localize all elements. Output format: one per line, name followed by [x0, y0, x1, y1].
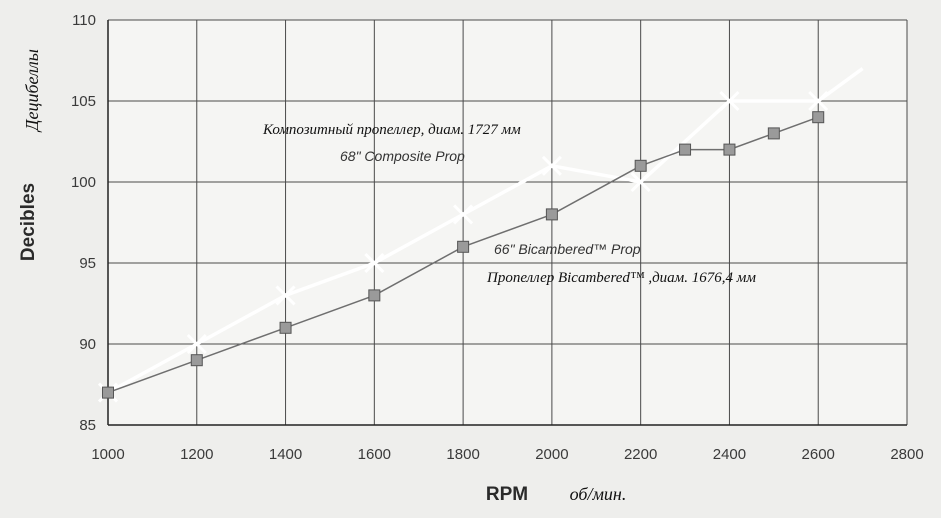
y-axis-title-ru: Децибеллы — [22, 49, 42, 133]
x-tick-labels: 1000 1200 1400 1600 1800 2000 2200 2400 2600 2800 — [91, 446, 923, 463]
series-label-bicambered-ru: Пропеллер Bicambered™ ,диам. 1676,4 мм — [486, 270, 756, 286]
y-tick-label: 100 — [71, 174, 96, 191]
marker-stroke — [275, 285, 296, 306]
x-tick-label: 1400 — [269, 446, 302, 463]
x-tick-label: 1000 — [91, 446, 124, 463]
marker-stroke — [630, 171, 651, 193]
marker-stroke — [808, 90, 829, 112]
data-point — [723, 143, 736, 156]
x-axis-title-ru: об/мин. — [570, 484, 627, 504]
y-tick-label: 90 — [79, 336, 96, 353]
x-tick-label: 1200 — [180, 446, 213, 463]
data-point — [630, 171, 651, 193]
y-tick-label: 105 — [71, 93, 96, 110]
data-point — [102, 386, 114, 399]
x-tick-label: 1800 — [446, 446, 479, 463]
series-label-composite: 68" Composite Prop — [340, 148, 465, 164]
data-point — [541, 155, 562, 176]
x-tick-label: 2400 — [713, 446, 746, 463]
marker-stroke — [541, 155, 562, 176]
y-tick-label: 95 — [79, 255, 96, 272]
data-point — [679, 143, 692, 156]
data-point — [812, 111, 825, 124]
y-tick-label: 85 — [79, 417, 96, 434]
data-point — [808, 90, 829, 112]
y-tick-labels: 85 90 95 100 105 110 — [71, 12, 96, 434]
data-point — [719, 90, 740, 112]
series-group — [97, 67, 864, 403]
marker-stroke — [364, 252, 385, 274]
x-tick-label: 2600 — [802, 446, 835, 463]
data-point — [453, 204, 474, 225]
y-tick-label: 110 — [72, 12, 96, 29]
data-point — [190, 354, 203, 367]
marker-stroke — [453, 204, 474, 225]
series-composite — [97, 67, 864, 403]
axes — [107, 20, 907, 426]
x-axis-title: RPM — [486, 484, 528, 505]
y-axis-title: Decibles — [18, 183, 39, 261]
series-label-bicambered: 66" Bicambered™ Prop — [494, 241, 641, 257]
marker-stroke — [186, 333, 207, 355]
x-tick-label: 2800 — [890, 446, 923, 463]
data-point — [364, 252, 385, 274]
data-point — [767, 127, 780, 140]
x-tick-label: 2200 — [624, 446, 657, 463]
data-point — [279, 321, 292, 334]
data-point — [186, 333, 207, 355]
x-tick-label: 2000 — [535, 446, 568, 463]
series-line — [107, 67, 864, 395]
series-label-composite-ru: Композитный пропеллер, диам. 1727 мм — [262, 122, 521, 138]
data-point — [545, 208, 558, 221]
data-point — [457, 240, 470, 253]
x-tick-label: 1600 — [358, 446, 391, 463]
data-point — [368, 289, 381, 302]
data-point — [275, 285, 296, 306]
marker-stroke — [719, 90, 740, 112]
series-bicambered — [102, 111, 825, 399]
plot-area — [108, 20, 907, 425]
data-point — [634, 159, 647, 172]
